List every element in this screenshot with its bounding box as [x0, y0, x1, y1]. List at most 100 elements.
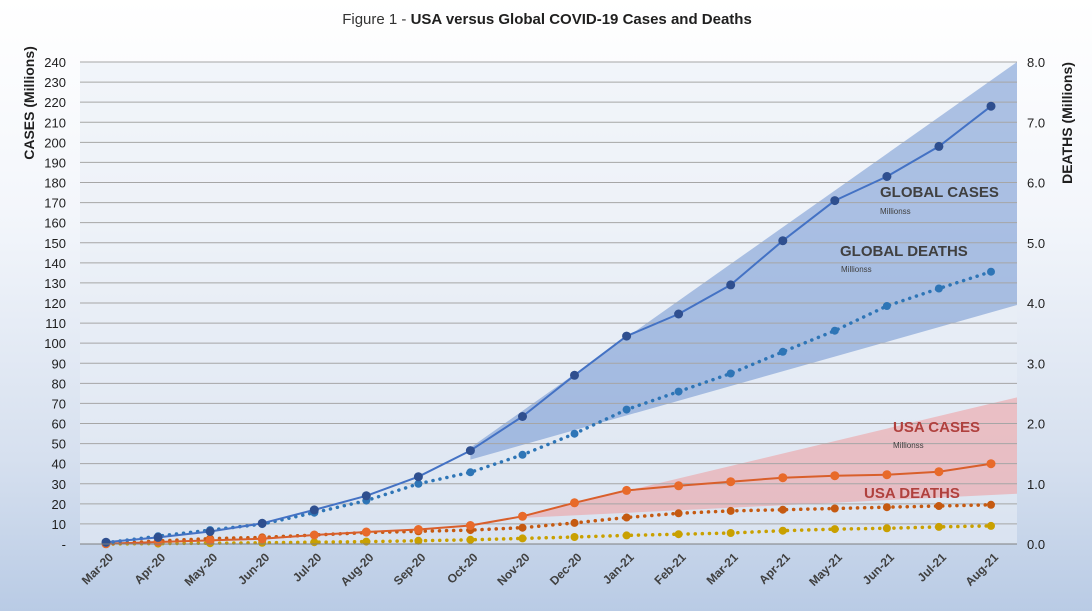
y-tick-left: 160: [44, 216, 66, 231]
data-point-2: [518, 511, 527, 521]
y-axis-left-title: CASES (Millions): [21, 46, 37, 160]
data-point-0: [257, 518, 267, 528]
data-point-0: [830, 196, 840, 206]
data-point-0: [153, 532, 163, 542]
data-point-4: [726, 529, 735, 537]
annotation-label: USA CASES: [893, 419, 980, 436]
y-tick-right: 0.0: [1027, 537, 1045, 552]
data-point-4: [987, 521, 995, 530]
data-point-3: [987, 500, 995, 509]
x-tick-label: Jul-20: [290, 550, 325, 585]
y-tick-right: 6.0: [1027, 176, 1045, 191]
data-point-1: [414, 479, 423, 488]
data-point-2: [570, 498, 579, 508]
y-tick-right: 2.0: [1027, 417, 1045, 432]
data-point-2: [361, 527, 371, 537]
data-point-2: [934, 467, 944, 477]
data-point-2: [257, 534, 267, 544]
data-point-3: [622, 513, 631, 522]
y-tick-left: 50: [52, 437, 66, 452]
y-tick-left: 120: [44, 296, 66, 311]
data-point-4: [570, 533, 579, 541]
x-tick-label: Mar-20: [79, 550, 116, 587]
y-tick-left: 170: [44, 196, 66, 211]
y-tick-right: 3.0: [1027, 356, 1045, 371]
chart-title-main: USA versus Global COVID-19 Cases and Dea…: [411, 11, 752, 28]
data-point-4: [622, 531, 631, 540]
x-tick-label: Aug-20: [338, 550, 377, 589]
data-point-4: [830, 525, 839, 534]
x-tick-label: Nov-20: [494, 550, 532, 588]
series-layer: [101, 101, 996, 549]
data-point-4: [518, 534, 527, 543]
y-tick-right: 1.0: [1027, 477, 1045, 492]
data-point-2: [622, 485, 632, 495]
data-point-1: [726, 369, 735, 378]
data-point-2: [778, 473, 788, 483]
data-point-2: [465, 521, 475, 530]
series-line-0: [105, 105, 992, 544]
data-point-3: [830, 504, 839, 513]
data-point-1: [934, 284, 943, 293]
y-tick-left: 100: [44, 336, 66, 351]
data-point-1: [987, 267, 995, 276]
data-point-2: [986, 459, 996, 469]
x-tick-label: May-20: [182, 550, 221, 589]
data-point-0: [101, 537, 111, 547]
data-point-0: [934, 141, 944, 151]
x-tick-label: May-21: [806, 550, 845, 589]
y-tick-left: 180: [44, 176, 66, 191]
annotation-sub: Millionss: [841, 265, 872, 274]
y-tick-right: 5.0: [1027, 236, 1045, 251]
data-point-4: [466, 535, 475, 544]
y-tick-right: 4.0: [1027, 296, 1045, 311]
y-tick-left: 70: [52, 396, 66, 411]
data-point-0: [674, 309, 684, 319]
data-point-3: [726, 506, 735, 515]
chart-title: Figure 1 - USA versus Global COVID-19 Ca…: [342, 11, 752, 28]
y-tick-left: 230: [44, 75, 66, 90]
annotation-label: GLOBAL DEATHS: [840, 243, 968, 260]
data-point-2: [830, 471, 840, 481]
data-point-2: [309, 530, 319, 540]
x-tick-label: Apr-21: [756, 550, 793, 587]
data-point-3: [518, 523, 527, 532]
x-tick-label: Apr-20: [131, 550, 168, 587]
data-point-3: [570, 518, 579, 527]
series-line-3: [104, 503, 993, 546]
x-tick-label: Jun-20: [235, 550, 272, 587]
series-line-4: [104, 524, 993, 546]
data-point-0: [778, 236, 788, 246]
y-tick-left: 190: [44, 155, 66, 170]
data-point-1: [674, 387, 683, 396]
data-point-0: [570, 370, 579, 380]
y-tick-left: 210: [44, 115, 66, 130]
y-axis-right-title: DEATHS (Millions): [1059, 62, 1075, 184]
data-point-2: [882, 470, 892, 480]
data-point-1: [518, 450, 527, 459]
data-point-0: [413, 472, 423, 482]
chart-title-text: Figure 1 - USA versus Global COVID-19 Ca…: [342, 11, 752, 28]
x-tick-label: Dec-20: [547, 550, 585, 588]
chart-title-prefix: Figure 1 -: [342, 11, 410, 28]
x-tick-label: Oct-20: [444, 550, 481, 587]
data-point-0: [622, 331, 632, 341]
series-line-2: [105, 462, 992, 545]
annotations-layer: GLOBAL CASES Millionss GLOBAL DEATHS Millio…: [840, 184, 999, 502]
y-tick-left: 20: [52, 497, 66, 512]
y-tick-left: 150: [44, 236, 66, 251]
annotation-label: USA DEATHS: [864, 485, 960, 502]
y-tick-left: 240: [44, 55, 66, 70]
x-tick-label: Jan-21: [600, 550, 637, 587]
data-point-2: [413, 525, 423, 534]
x-tick-label: Aug-21: [962, 550, 1001, 589]
data-point-4: [778, 526, 787, 535]
data-point-4: [934, 522, 943, 531]
data-point-3: [778, 505, 787, 514]
y-tick-left: 220: [44, 95, 66, 110]
data-point-4: [414, 536, 423, 545]
x-tick-label: Sep-20: [391, 550, 429, 588]
y-tick-left: 10: [52, 517, 66, 532]
